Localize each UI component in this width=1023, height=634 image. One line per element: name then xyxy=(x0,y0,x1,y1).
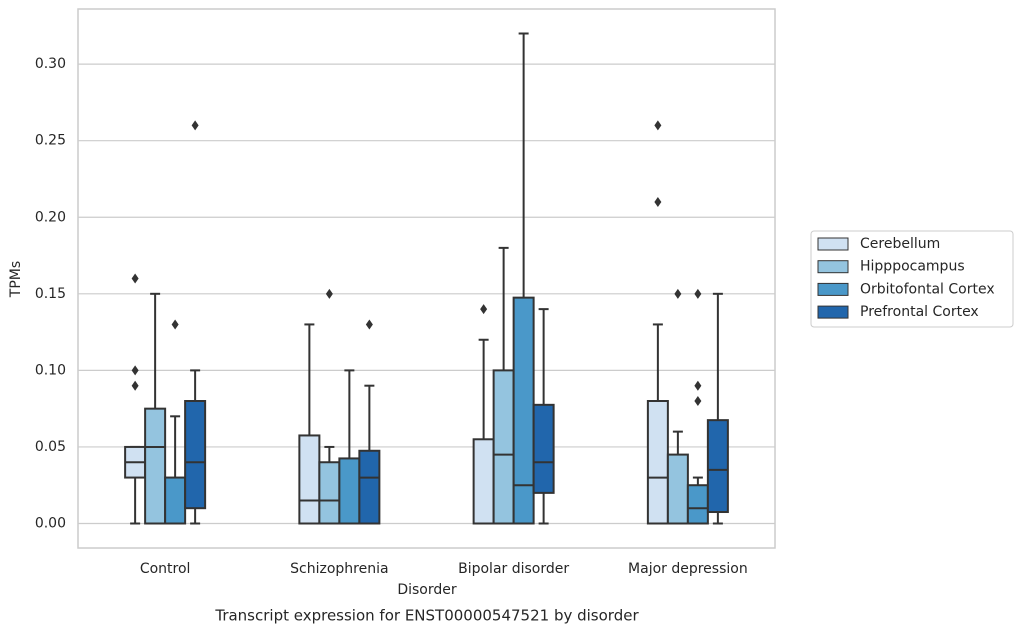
box xyxy=(164,476,187,525)
legend-frame xyxy=(810,230,1014,328)
y-tick-label: 0.20 xyxy=(35,209,66,225)
y-tick-label: 0.25 xyxy=(35,133,66,149)
y-axis-label: TPMs xyxy=(8,261,24,298)
legend-label: Prefrontal Cortex xyxy=(860,304,979,320)
legend-swatch xyxy=(817,305,849,319)
box xyxy=(492,369,515,525)
outlier xyxy=(674,288,682,299)
box xyxy=(512,296,535,525)
chart-title: Transcript expression for ENST0000054752… xyxy=(214,607,639,625)
box xyxy=(532,403,555,494)
legend-label: Hipppocampus xyxy=(860,259,965,275)
legend-label: Orbitofontal Cortex xyxy=(860,281,995,297)
box xyxy=(472,438,495,525)
legend-label: Cerebellum xyxy=(860,236,940,252)
y-tick-label: 0.10 xyxy=(35,362,66,378)
outlier xyxy=(131,365,139,376)
y-tick-label: 0.05 xyxy=(35,439,66,455)
outlier xyxy=(191,120,199,131)
outlier xyxy=(365,319,373,330)
box xyxy=(338,457,361,525)
outlier xyxy=(480,304,488,315)
box xyxy=(144,407,167,525)
outlier xyxy=(694,288,702,299)
box xyxy=(318,461,341,525)
outlier xyxy=(325,288,333,299)
x-axis-label: Disorder xyxy=(397,582,457,598)
x-tick-label: Bipolar disorder xyxy=(458,561,569,577)
outlier xyxy=(654,196,662,207)
outlier xyxy=(694,380,702,391)
y-tick-label: 0.15 xyxy=(35,286,66,302)
legend-swatch xyxy=(817,260,849,274)
box xyxy=(184,400,207,510)
outlier xyxy=(694,396,702,406)
box xyxy=(358,449,381,525)
box xyxy=(706,419,729,514)
outlier xyxy=(654,120,662,131)
x-tick-label: Control xyxy=(140,561,191,577)
plot-frame xyxy=(77,8,776,549)
legend-swatch xyxy=(817,282,849,296)
legend-swatch xyxy=(817,237,849,251)
y-tick-label: 0.00 xyxy=(35,516,66,532)
outlier xyxy=(131,273,139,284)
x-tick-label: Schizophrenia xyxy=(290,561,388,577)
box xyxy=(646,400,669,525)
box xyxy=(666,453,689,525)
box xyxy=(686,484,709,525)
outlier xyxy=(171,319,179,330)
box xyxy=(298,434,321,525)
x-tick-label: Major depression xyxy=(628,561,748,577)
outlier xyxy=(131,380,139,391)
y-tick-label: 0.30 xyxy=(35,56,66,72)
